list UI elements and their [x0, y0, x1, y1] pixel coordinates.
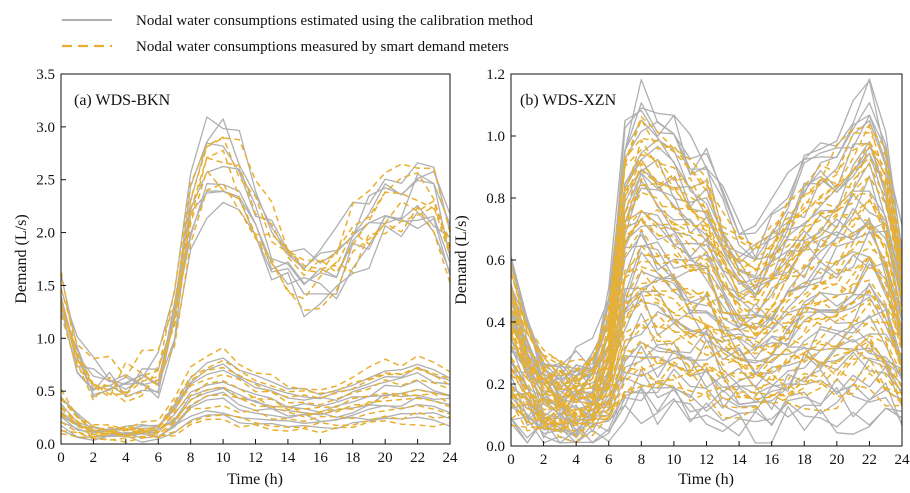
legend-measured-label: Nodal water consumptions measured by sma…: [136, 39, 509, 55]
panel-a-ylabel: Demand (L/s): [13, 214, 30, 303]
panel-a-measured-line-10: [61, 138, 450, 377]
panel-a-xtick-label-12: 12: [248, 450, 263, 466]
panel-b-xtick-label-12: 12: [699, 452, 714, 468]
panel-a-ytick-label-4: 2.0: [36, 226, 55, 242]
panel-a-estimated-line-1: [61, 191, 450, 397]
panel-b-ytick-label-6: 1.2: [486, 67, 505, 83]
panel-a-ytick-label-2: 1.0: [36, 331, 55, 347]
panel-b-ytick-label-3: 0.6: [486, 253, 505, 269]
panel-a-xtick-label-22: 22: [410, 450, 425, 466]
panel-b-ytick-label-2: 0.4: [486, 315, 505, 331]
panel-a-ytick-label-0: 0.0: [36, 437, 55, 453]
panel-a-ytick-label-1: 0.5: [36, 384, 55, 400]
panel-b-xtick-label-2: 2: [540, 452, 548, 468]
panel-b-xtick-label-6: 6: [605, 452, 613, 468]
panel-a-frame: [61, 74, 450, 444]
panel-a-ytick-label-3: 1.5: [36, 278, 55, 294]
panel-b-xtick-label-0: 0: [507, 452, 515, 468]
panel-b-ytick-label-1: 0.2: [486, 377, 505, 393]
panel-a-xtick-label-18: 18: [345, 450, 360, 466]
panel-b-ylabel: Demand (L/s): [453, 215, 470, 304]
panel-b-xtick-label-8: 8: [638, 452, 646, 468]
panel-a-xtick-label-4: 4: [122, 450, 130, 466]
panel-b-xtick-label-10: 10: [666, 452, 681, 468]
panel-a-xtick-label-14: 14: [280, 450, 296, 466]
panel-a-xtick-label-16: 16: [313, 450, 329, 466]
panel-b-xtick-label-14: 14: [732, 452, 748, 468]
panel-b-series: [511, 79, 902, 443]
panel-a-ytick-label-6: 3.0: [36, 120, 55, 136]
panel-b-xtick-label-20: 20: [829, 452, 844, 468]
panel-b-xtick-label-22: 22: [862, 452, 877, 468]
panel-a-estimated-line-2: [61, 119, 450, 389]
panel-a-ytick-label-5: 2.5: [36, 173, 55, 189]
legend-estimated-label: Nodal water consumptions estimated using…: [136, 13, 533, 29]
panel-a-measured-line-8: [61, 158, 450, 397]
legend: Nodal water consumptions estimated using…: [62, 13, 533, 55]
panel-a-series: [61, 117, 450, 442]
panel-a-label: (a) WDS-BKN: [74, 92, 171, 109]
panel-a-xlabel: Time (h): [227, 471, 283, 488]
panel-a-measured-line-12: [61, 137, 450, 393]
panel-b-xtick-label-18: 18: [797, 452, 812, 468]
panel-a-ytick-label-7: 3.5: [36, 67, 55, 83]
panel-a-xtick-label-0: 0: [57, 450, 65, 466]
panel-b-label: (b) WDS-XZN: [520, 92, 617, 109]
panel-a-xtick-label-24: 24: [443, 450, 459, 466]
panel-b-xlabel: Time (h): [678, 471, 734, 488]
panel-a-xtick-label-8: 8: [187, 450, 195, 466]
panel-a-xtick-label-20: 20: [378, 450, 393, 466]
panel-a-xtick-label-2: 2: [90, 450, 98, 466]
panel-a-estimated-line-0: [61, 167, 450, 395]
panel-a-xtick-label-10: 10: [216, 450, 231, 466]
panel-a-estimated-line-4: [61, 117, 450, 389]
panel-b-measured-line-78: [511, 140, 902, 389]
panel-a-xtick-label-6: 6: [155, 450, 163, 466]
panel-b-ytick-label-0: 0.0: [486, 439, 505, 455]
panel-b-xtick-label-4: 4: [572, 452, 580, 468]
panel-b-ytick-label-5: 1.0: [486, 129, 505, 145]
panel-a-estimated-line-16: [61, 381, 450, 436]
panel-b-xtick-label-24: 24: [895, 452, 910, 468]
panel-b-ytick-label-4: 0.8: [486, 191, 505, 207]
panel-b-xtick-label-16: 16: [764, 452, 780, 468]
